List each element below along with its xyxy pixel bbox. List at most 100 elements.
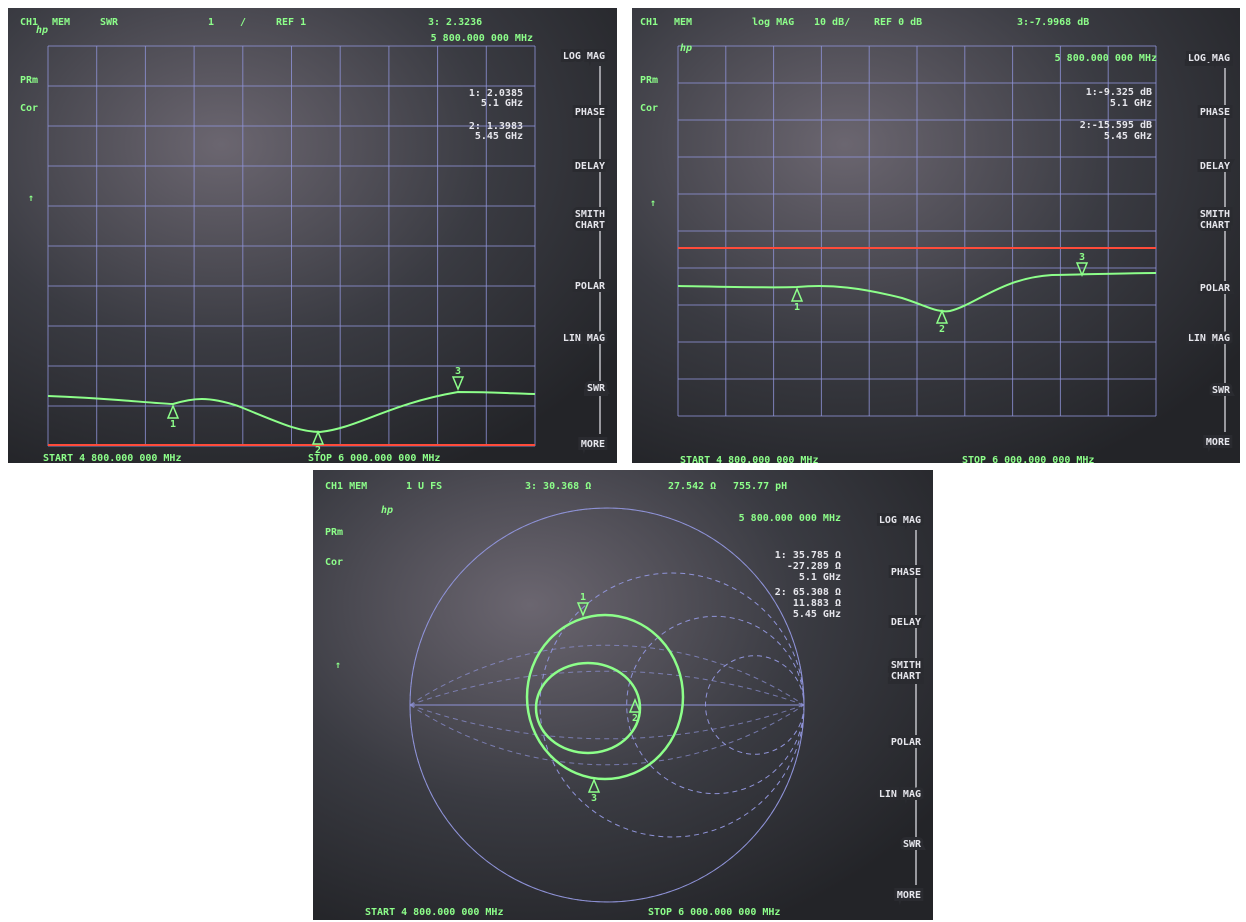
trace-marker xyxy=(628,698,642,713)
trace-marker xyxy=(790,287,804,302)
softkey: LOG MAG xyxy=(879,515,921,526)
header-text: 1 U FS xyxy=(406,481,442,492)
screen-bg xyxy=(313,470,933,920)
status-label: PRm xyxy=(20,75,38,86)
softkey: POLAR xyxy=(575,281,606,292)
trace-marker xyxy=(451,376,465,391)
softkey: LIN MAG xyxy=(563,333,605,344)
softkey: LIN MAG xyxy=(1188,333,1230,344)
softkey: CHART xyxy=(1200,220,1230,231)
trace-marker xyxy=(587,778,601,793)
softkey: PHASE xyxy=(891,567,921,578)
header-text: 3: 30.368 Ω xyxy=(525,481,591,492)
marker-value: 2:-15.595 dB xyxy=(1080,120,1152,131)
smith-x-arc xyxy=(409,704,805,766)
softkey: SMITH xyxy=(575,209,605,220)
status-label: Cor xyxy=(640,103,658,114)
trace-marker xyxy=(1075,262,1089,277)
softkey: MORE xyxy=(897,890,921,901)
analyzer-screen: CH1 MEM log MAG 10 dB/REF 0 dB 3:-7.9968 dB 5… xyxy=(632,8,1240,463)
softkey: SWR xyxy=(903,839,922,850)
marker-value: 11.883 Ω xyxy=(793,598,841,609)
stop-frequency: STOP 6 000.000 000 MHz xyxy=(962,455,1094,463)
trace-marker xyxy=(935,309,949,324)
marker-value: 2: 65.308 Ω xyxy=(775,587,841,598)
softkey: SMITH xyxy=(891,660,921,671)
softkey: LIN MAG xyxy=(879,789,921,800)
analyzer-screen: CH1 MEM SWR 1 / REF 1 3: 2.3236 5 800.000 000 M… xyxy=(8,8,617,463)
softkey: PHASE xyxy=(575,107,605,118)
smith-x-arc xyxy=(409,670,805,706)
softkey: SWR xyxy=(587,383,606,394)
header-text: CH1 xyxy=(640,17,658,28)
header-text: MEM xyxy=(674,17,692,28)
header-text: 1 xyxy=(208,17,214,28)
trace-marker xyxy=(311,430,325,445)
start-frequency: START 4 800.000 000 MHz xyxy=(365,907,503,918)
header-text: REF 0 dB xyxy=(874,17,922,28)
softkey: PHASE xyxy=(1200,107,1230,118)
start-frequency: START 4 800.000 000 MHz xyxy=(43,453,181,463)
trace xyxy=(47,390,536,434)
marker-value: 5.45 GHz xyxy=(1104,131,1152,142)
marker-value: 5.1 GHz xyxy=(799,572,841,583)
softkey: MORE xyxy=(581,439,605,450)
marker-value: 5.45 GHz xyxy=(793,609,841,620)
marker-value: 5.1 GHz xyxy=(481,98,523,109)
softkey: SWR xyxy=(1212,385,1231,396)
softkey: POLAR xyxy=(891,737,922,748)
header-text: log MAG xyxy=(752,17,794,28)
trace-marker-label: 1 xyxy=(170,419,176,430)
marker-value: 5.1 GHz xyxy=(1110,98,1152,109)
header-text: CH1 MEM xyxy=(325,481,367,492)
softkey: CHART xyxy=(891,671,921,682)
softkey: DELAY xyxy=(1200,161,1230,172)
softkey: DELAY xyxy=(575,161,605,172)
smith-x-arc xyxy=(409,644,805,706)
trace-marker-label: 3 xyxy=(591,793,597,804)
trace xyxy=(677,272,1157,313)
arrow: ↑ xyxy=(650,198,656,209)
softkey: LOG MAG xyxy=(1188,53,1230,64)
center-frequency: 5 800.000 000 MHz xyxy=(1055,53,1157,64)
smith-x-arc xyxy=(409,704,805,740)
trace-marker-label: 3 xyxy=(455,366,461,377)
trace xyxy=(525,613,685,781)
header-text: REF 1 xyxy=(276,17,306,28)
status-label: Cor xyxy=(325,557,343,568)
header-text: MEM xyxy=(52,17,70,28)
status-label: PRm xyxy=(325,527,343,538)
marker-value: 5.45 GHz xyxy=(475,131,523,142)
header-text: CH1 xyxy=(20,17,38,28)
marker-value: 1: 35.785 Ω xyxy=(775,550,841,561)
trace xyxy=(534,661,642,755)
trace-marker xyxy=(166,404,180,419)
start-frequency: START 4 800.000 000 MHz xyxy=(680,455,818,463)
header-text: 755.77 pH xyxy=(733,481,787,492)
smith-x-arc xyxy=(409,507,805,706)
center-frequency: 5 800.000 000 MHz xyxy=(739,513,841,524)
marker-readout: 3:-7.9968 dB xyxy=(1017,17,1089,28)
stop-frequency: STOP 6 000.000 000 MHz xyxy=(308,453,440,463)
status-label: Cor xyxy=(20,103,38,114)
marker-value: -27.289 Ω xyxy=(787,561,841,572)
marker-value: 2: 1.3983 xyxy=(469,121,523,132)
trace-marker-label: 2 xyxy=(632,713,638,724)
softkey: LOG MAG xyxy=(563,51,605,62)
arrow: ↑ xyxy=(28,193,34,204)
trace-marker-label: 1 xyxy=(794,302,800,313)
marker-readout: 3: 2.3236 xyxy=(428,17,482,28)
header-text: 10 dB/ xyxy=(814,17,850,28)
trace-marker-label: 1 xyxy=(580,592,586,603)
screen-bg xyxy=(632,8,1240,463)
trace-marker xyxy=(576,602,590,617)
center-frequency: 5 800.000 000 MHz xyxy=(431,33,533,44)
softkey: DELAY xyxy=(891,617,921,628)
trace-marker-label: 2 xyxy=(315,445,321,456)
screen-bg xyxy=(8,8,617,463)
header-text: 27.542 Ω xyxy=(668,481,716,492)
trace-marker-label: 3 xyxy=(1079,252,1085,263)
trace-marker-label: 2 xyxy=(939,324,945,335)
status-label: PRm xyxy=(640,75,658,86)
